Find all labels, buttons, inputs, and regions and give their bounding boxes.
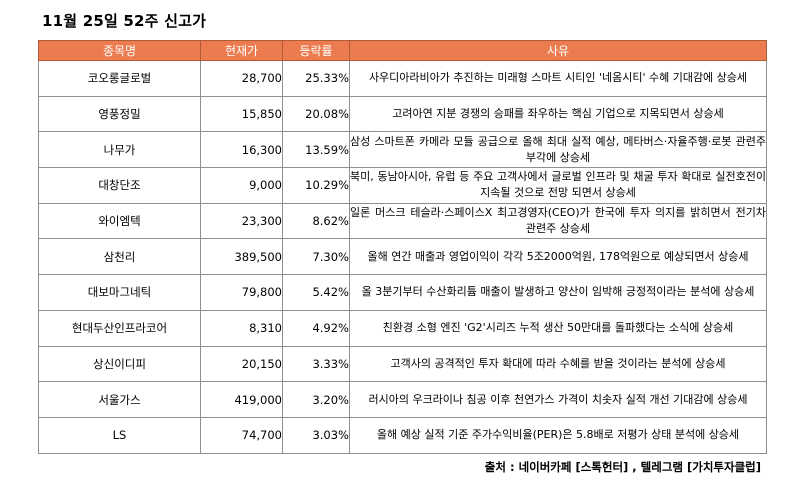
stock-change: 8.62% bbox=[282, 202, 350, 240]
stock-reason: 올해 예상 실적 기준 주가수익비율(PER)은 5.8배로 저평가 상태 분석… bbox=[349, 416, 767, 454]
stock-change: 3.03% bbox=[282, 416, 350, 454]
stock-table: 종목명 현재가 등락률 사유 코오롱글로벌 28,700 25.33% 사우디아… bbox=[38, 40, 767, 454]
stock-reason: 러시아의 우크라이나 침공 이후 천연가스 가격이 치솟자 실적 개선 기대감에… bbox=[349, 381, 767, 418]
stock-name: 나무가 bbox=[38, 131, 201, 169]
stock-change: 20.08% bbox=[282, 95, 350, 133]
stock-price: 20,150 bbox=[200, 345, 283, 383]
header-reason: 사유 bbox=[349, 40, 767, 61]
stock-price: 419,000 bbox=[200, 381, 283, 418]
stock-name: 대창단조 bbox=[38, 167, 201, 204]
stock-name: 서울가스 bbox=[38, 381, 201, 418]
table-row: LS 74,700 3.03% 올해 예상 실적 기준 주가수익비율(PER)은… bbox=[38, 416, 767, 454]
stock-price: 389,500 bbox=[200, 238, 283, 276]
table-row: 대창단조 9,000 10.29% 북미, 동남아시아, 유럽 등 주요 고객사… bbox=[38, 167, 767, 204]
table-row: 나무가 16,300 13.59% 삼성 스마트폰 카메라 모듈 공급으로 올해… bbox=[38, 131, 767, 169]
stock-reason: 일론 머스크 테슬라·스페이스X 최고경영자(CEO)가 한국에 투자 의지를 … bbox=[349, 202, 767, 240]
stock-change: 3.33% bbox=[282, 345, 350, 383]
stock-price: 74,700 bbox=[200, 416, 283, 454]
stock-price: 79,800 bbox=[200, 274, 283, 311]
stock-name: 상신이디피 bbox=[38, 345, 201, 383]
table-row: 영풍정밀 15,850 20.08% 고려아연 지분 경쟁의 승패를 좌우하는 … bbox=[38, 95, 767, 133]
stock-name: 삼천리 bbox=[38, 238, 201, 276]
stock-price: 16,300 bbox=[200, 131, 283, 169]
stock-change: 4.92% bbox=[282, 309, 350, 347]
stock-reason: 고객사의 공격적인 투자 확대에 따라 수혜를 받을 것이라는 분석에 상승세 bbox=[349, 345, 767, 383]
stock-price: 8,310 bbox=[200, 309, 283, 347]
stock-change: 13.59% bbox=[282, 131, 350, 169]
stock-price: 9,000 bbox=[200, 167, 283, 204]
header-change: 등락률 bbox=[282, 40, 350, 61]
stock-price: 28,700 bbox=[200, 60, 283, 97]
stock-name: 현대두산인프라코어 bbox=[38, 309, 201, 347]
stock-reason: 올 3분기부터 수산화리튬 매출이 발생하고 양산이 임박해 긍정적이라는 분석… bbox=[349, 274, 767, 311]
stock-change: 7.30% bbox=[282, 238, 350, 276]
table-row: 상신이디피 20,150 3.33% 고객사의 공격적인 투자 확대에 따라 수… bbox=[38, 345, 767, 383]
stock-reason: 올해 연간 매출과 영업이익이 각각 5조2000억원, 178억원으로 예상되… bbox=[349, 238, 767, 276]
table-row: 와이엠텍 23,300 8.62% 일론 머스크 테슬라·스페이스X 최고경영자… bbox=[38, 202, 767, 240]
stock-name: 영풍정밀 bbox=[38, 95, 201, 133]
table-row: 코오롱글로벌 28,700 25.33% 사우디아라비아가 추진하는 미래형 스… bbox=[38, 60, 767, 97]
stock-name: 대보마그네틱 bbox=[38, 274, 201, 311]
table-row: 현대두산인프라코어 8,310 4.92% 친환경 소형 엔진 'G2'시리즈 … bbox=[38, 309, 767, 347]
stock-price: 23,300 bbox=[200, 202, 283, 240]
stock-change: 25.33% bbox=[282, 60, 350, 97]
stock-reason: 친환경 소형 엔진 'G2'시리즈 누적 생산 50만대를 돌파했다는 소식에 … bbox=[349, 309, 767, 347]
header-name: 종목명 bbox=[38, 40, 201, 61]
stock-reason: 삼성 스마트폰 카메라 모듈 공급으로 올해 최대 실적 예상, 메타버스·자율… bbox=[349, 131, 767, 169]
table-row: 서울가스 419,000 3.20% 러시아의 우크라이나 침공 이후 천연가스… bbox=[38, 381, 767, 418]
stock-name: 코오롱글로벌 bbox=[38, 60, 201, 97]
page-title: 11월 25일 52주 신고가 bbox=[42, 12, 207, 30]
stock-change: 5.42% bbox=[282, 274, 350, 311]
stock-reason: 사우디아라비아가 추진하는 미래형 스마트 시티인 '네옴시티' 수혜 기대감에… bbox=[349, 60, 767, 97]
stock-change: 10.29% bbox=[282, 167, 350, 204]
stock-name: 와이엠텍 bbox=[38, 202, 201, 240]
stock-price: 15,850 bbox=[200, 95, 283, 133]
table-header-row: 종목명 현재가 등락률 사유 bbox=[38, 40, 767, 61]
source-note: 출처 : 네이버카페 [스톡헌터] , 텔레그램 [가치투자클럽] bbox=[484, 460, 761, 474]
stock-change: 3.20% bbox=[282, 381, 350, 418]
stock-name: LS bbox=[38, 416, 201, 454]
table-row: 삼천리 389,500 7.30% 올해 연간 매출과 영업이익이 각각 5조2… bbox=[38, 238, 767, 276]
table-row: 대보마그네틱 79,800 5.42% 올 3분기부터 수산화리튬 매출이 발생… bbox=[38, 274, 767, 311]
header-price: 현재가 bbox=[200, 40, 283, 61]
stock-reason: 고려아연 지분 경쟁의 승패를 좌우하는 핵심 기업으로 지목되면서 상승세 bbox=[349, 95, 767, 133]
stock-reason: 북미, 동남아시아, 유럽 등 주요 고객사에서 글로벌 인프라 및 채굴 투자… bbox=[349, 167, 767, 204]
